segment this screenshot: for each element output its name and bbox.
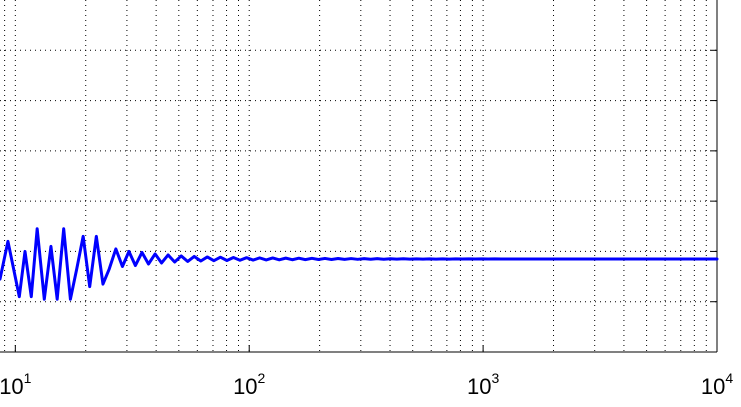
series-layer: [0, 227, 719, 301]
grid-lines: [0, 0, 718, 352]
x-tick-base: 10: [467, 374, 491, 399]
x-tick-labels: 101 102 103 104: [0, 370, 733, 399]
x-tick-label: 102: [233, 370, 265, 399]
x-tick-base: 10: [233, 374, 257, 399]
x-tick-exponent: 1: [24, 370, 32, 386]
x-tick-exponent: 3: [491, 370, 499, 386]
x-tick-exponent: 2: [258, 370, 266, 386]
axes-frame: [0, 0, 718, 353]
x-tick-label: 104: [701, 370, 733, 399]
x-tick-exponent: 4: [725, 370, 733, 386]
x-tick-base: 10: [701, 374, 725, 399]
x-tick-base: 10: [0, 374, 24, 399]
series-line: [0, 227, 719, 301]
x-tick-label: 103: [467, 370, 499, 399]
x-tick-label: 101: [0, 370, 32, 399]
